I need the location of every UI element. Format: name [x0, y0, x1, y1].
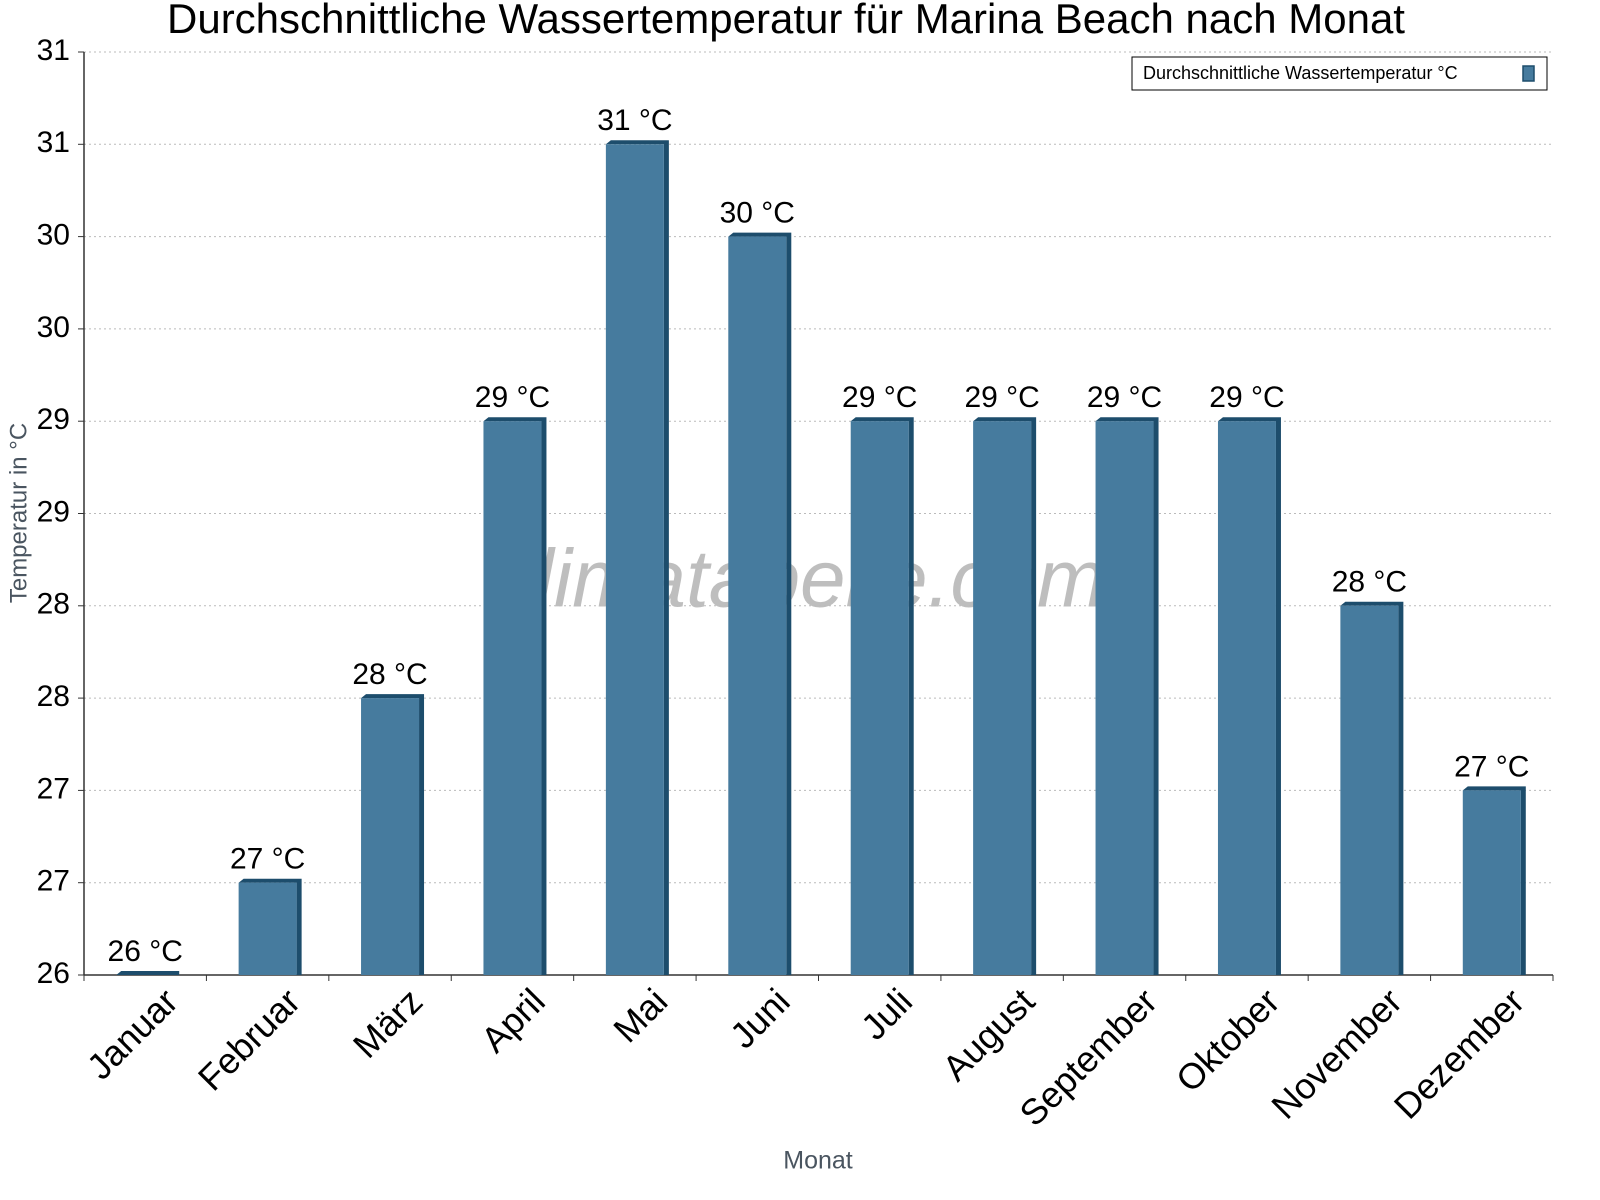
value-label: 29 °C — [964, 381, 1039, 414]
y-tick-label: 31 — [37, 126, 70, 159]
y-tick-label: 26 — [37, 957, 70, 990]
x-tick-label: Januar — [79, 980, 186, 1087]
y-tick-label: 28 — [37, 680, 70, 713]
x-tick-label: März — [345, 980, 431, 1066]
bar — [605, 144, 664, 976]
x-tick-label: April — [473, 980, 553, 1060]
value-label: 29 °C — [1087, 381, 1162, 414]
value-label: 29 °C — [1209, 381, 1284, 414]
value-label: 29 °C — [842, 381, 917, 414]
x-tick-label: Juli — [853, 980, 920, 1047]
y-tick-label: 30 — [37, 219, 70, 252]
x-axis-label: Monat — [783, 1147, 853, 1175]
y-tick-label: 30 — [37, 311, 70, 344]
bar — [728, 236, 787, 976]
x-tick-label: Februar — [190, 980, 308, 1098]
bar — [973, 421, 1032, 975]
value-label: 27 °C — [230, 843, 305, 876]
bar — [850, 421, 909, 975]
y-tick-label: 28 — [37, 588, 70, 621]
x-tick-label: August — [934, 980, 1042, 1088]
x-tick-label: Dezember — [1386, 980, 1532, 1126]
x-tick-label: Oktober — [1168, 980, 1288, 1100]
value-label: 29 °C — [475, 381, 550, 414]
y-tick-label: 31 — [37, 34, 70, 67]
legend-swatch — [1522, 65, 1535, 82]
bar — [1095, 421, 1154, 975]
chart-title: Durchschnittliche Wassertemperatur für M… — [167, 0, 1405, 42]
value-label: 26 °C — [108, 935, 183, 968]
value-label: 31 °C — [597, 104, 672, 137]
bar — [361, 698, 420, 975]
value-label: 28 °C — [1332, 566, 1407, 599]
y-axis-label: Temperatur in °C — [5, 423, 32, 603]
value-label: 27 °C — [1454, 750, 1529, 783]
y-tick-label: 29 — [37, 495, 70, 528]
bar — [483, 421, 542, 975]
bar — [238, 882, 297, 975]
legend-label: Durchschnittliche Wassertemperatur °C — [1143, 63, 1458, 83]
x-tick-label: November — [1263, 980, 1409, 1126]
bar-side — [116, 971, 180, 975]
legend-box — [1131, 56, 1548, 91]
x-tick-label: Juni — [722, 980, 798, 1056]
y-tick-label: 29 — [37, 403, 70, 436]
bar — [1217, 421, 1276, 975]
x-tick-label: Mai — [605, 980, 675, 1050]
y-tick-label: 27 — [37, 865, 70, 898]
y-tick-label: 27 — [37, 772, 70, 805]
bar — [1462, 790, 1521, 975]
bar — [1340, 605, 1399, 975]
value-label: 30 °C — [720, 197, 795, 230]
value-label: 28 °C — [352, 658, 427, 691]
